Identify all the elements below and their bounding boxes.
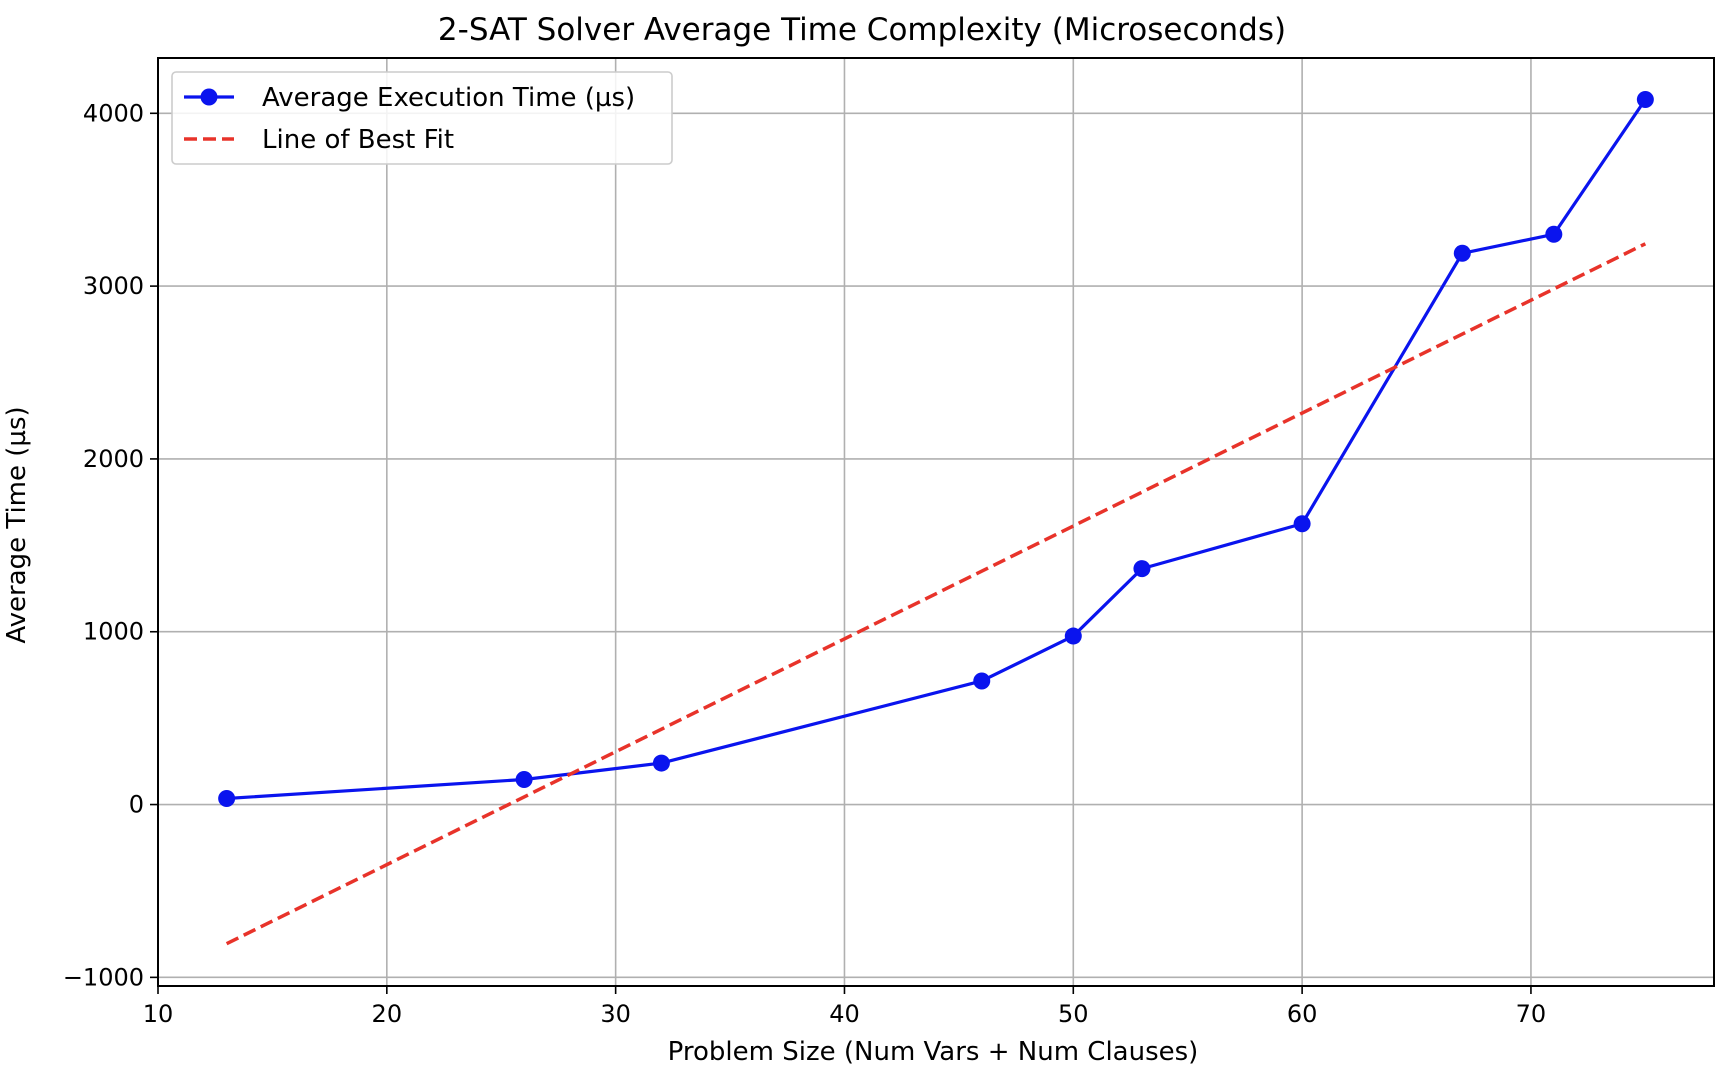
y-tick-label: 2000: [83, 445, 144, 473]
execution-time-point: [1545, 225, 1563, 243]
x-tick-label: 40: [829, 1000, 860, 1028]
x-tick-label: 30: [600, 1000, 631, 1028]
execution-time-line: [226, 98, 1647, 801]
grid-lines: [157, 58, 1714, 986]
axis-ticks: 10 20 30 40 50 60 70 −1000 0 1000 2000 3000 4000: [63, 99, 1546, 1028]
y-tick-label: −1000: [63, 963, 144, 991]
execution-time-point: [1133, 560, 1151, 578]
legend-box: [171, 71, 673, 165]
y-tick-label: 0: [129, 791, 144, 819]
legend-label: Line of Best Fit: [262, 125, 454, 155]
legend-marker-execution-time: [200, 88, 218, 106]
x-tick-label: 10: [143, 1000, 174, 1028]
y-tick-label: 1000: [83, 618, 144, 646]
execution-time-point: [652, 754, 670, 772]
legend-label: Average Execution Time (µs): [262, 83, 635, 113]
chart-title: 2-SAT Solver Average Time Complexity (Mi…: [438, 12, 1286, 48]
x-tick-label: 50: [1058, 1000, 1089, 1028]
execution-time-point: [1064, 627, 1082, 645]
execution-time-point: [1453, 244, 1471, 262]
execution-time-point: [1636, 90, 1654, 108]
x-tick-label: 60: [1287, 1000, 1318, 1028]
y-axis-label: Average Time (µs): [2, 406, 32, 643]
plot-series: [218, 90, 1654, 946]
plot-frame: [157, 57, 1715, 987]
legend: Average Execution Time (µs) Line of Best …: [171, 71, 673, 165]
execution-time-point: [1293, 515, 1311, 533]
best-fit-line: [225, 242, 1647, 946]
x-axis-label: Problem Size (Num Vars + Num Clauses): [668, 1037, 1199, 1067]
y-tick-label: 4000: [83, 99, 144, 127]
execution-time-point: [515, 770, 533, 788]
x-tick-label: 70: [1516, 1000, 1547, 1028]
y-tick-label: 3000: [83, 272, 144, 300]
execution-time-point: [218, 789, 236, 807]
x-tick-label: 20: [372, 1000, 403, 1028]
execution-time-point: [973, 672, 991, 690]
